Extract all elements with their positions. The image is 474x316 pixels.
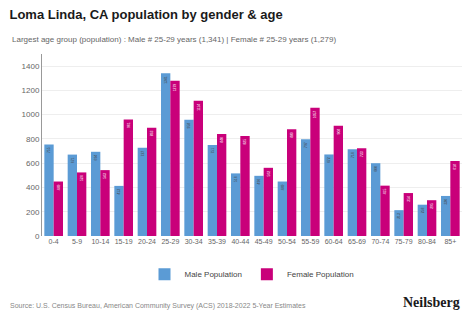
svg-text:40-44: 40-44 [231, 238, 249, 245]
svg-text:751: 751 [211, 148, 215, 154]
svg-text:25-29: 25-29 [161, 238, 179, 245]
svg-text:880: 880 [290, 132, 294, 138]
svg-text:840: 840 [220, 137, 224, 143]
svg-text:449: 449 [57, 184, 61, 190]
svg-text:Loma Linda, CA population by g: Loma Linda, CA population by gender & ag… [9, 7, 282, 22]
svg-text:413: 413 [117, 189, 121, 195]
svg-text:Male Population: Male Population [185, 270, 242, 279]
svg-text:65-69: 65-69 [348, 238, 366, 245]
svg-text:1200: 1200 [22, 86, 40, 95]
svg-text:213: 213 [397, 213, 401, 219]
svg-text:825: 825 [243, 139, 247, 145]
svg-text:524: 524 [80, 175, 84, 181]
svg-text:60-64: 60-64 [325, 238, 343, 245]
svg-text:295: 295 [430, 203, 434, 209]
svg-text:45-49: 45-49 [255, 238, 273, 245]
svg-text:908: 908 [337, 129, 341, 135]
svg-text:354: 354 [407, 196, 411, 202]
svg-text:Female Population: Female Population [287, 270, 354, 279]
svg-text:800: 800 [26, 135, 40, 144]
svg-text:75-79: 75-79 [395, 238, 413, 245]
svg-text:85+: 85+ [444, 238, 456, 245]
svg-text:671: 671 [71, 157, 75, 163]
svg-text:258: 258 [421, 208, 425, 214]
svg-text:1057: 1057 [313, 111, 317, 119]
svg-text:200: 200 [26, 208, 40, 217]
svg-text:20-24: 20-24 [138, 238, 156, 245]
svg-text:958: 958 [187, 123, 191, 129]
svg-text:35-39: 35-39 [208, 238, 226, 245]
svg-text:600: 600 [26, 159, 40, 168]
svg-text:330: 330 [444, 199, 448, 205]
svg-text:961: 961 [127, 122, 131, 128]
svg-text:1400: 1400 [22, 62, 40, 71]
svg-text:618: 618 [453, 164, 457, 170]
svg-text:449: 449 [281, 184, 285, 190]
svg-text:893: 893 [150, 131, 154, 137]
svg-text:1279: 1279 [173, 84, 177, 92]
svg-text:50-54: 50-54 [278, 238, 296, 245]
svg-text:562: 562 [267, 171, 271, 177]
svg-text:30-34: 30-34 [185, 238, 203, 245]
svg-text:1341: 1341 [164, 76, 168, 84]
svg-text:672: 672 [327, 157, 331, 163]
svg-text:496: 496 [257, 179, 261, 185]
svg-text:Largest age group (population): Largest age group (population) : Male # … [12, 35, 336, 44]
svg-text:400: 400 [26, 183, 40, 192]
svg-text:1114: 1114 [197, 104, 201, 111]
svg-text:15-19: 15-19 [115, 238, 133, 245]
svg-text:755: 755 [47, 147, 51, 153]
svg-text:600: 600 [374, 166, 378, 172]
svg-text:5-9: 5-9 [72, 238, 82, 245]
svg-text:797: 797 [304, 142, 308, 148]
svg-text:80-84: 80-84 [418, 238, 436, 245]
svg-text:516: 516 [234, 176, 238, 182]
svg-text:55-59: 55-59 [301, 238, 319, 245]
svg-text:723: 723 [360, 151, 364, 157]
svg-text:Source: U.S. Census Bureau, Am: Source: U.S. Census Bureau, American Com… [10, 302, 306, 310]
svg-text:1000: 1000 [22, 110, 40, 119]
svg-text:0-4: 0-4 [49, 238, 59, 245]
svg-text:415: 415 [383, 189, 387, 195]
svg-text:10-14: 10-14 [91, 238, 109, 245]
svg-text:714: 714 [351, 152, 355, 158]
svg-text:Neilsberg: Neilsberg [403, 295, 460, 310]
svg-text:727: 727 [141, 151, 145, 157]
svg-text:0: 0 [35, 232, 40, 241]
svg-text:70-74: 70-74 [371, 238, 389, 245]
svg-text:543: 543 [103, 173, 107, 179]
svg-text:694: 694 [94, 155, 98, 161]
